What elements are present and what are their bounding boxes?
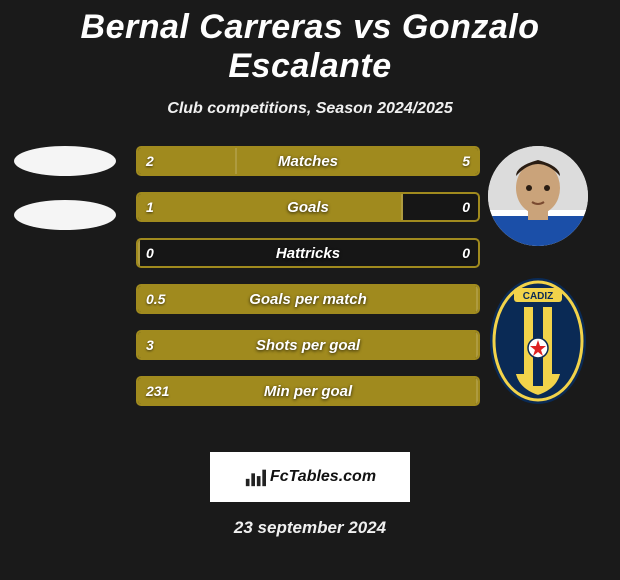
stat-value-right: 0 [454, 194, 478, 220]
left-player-column [10, 146, 120, 254]
stat-value-right: 0 [454, 240, 478, 266]
stat-label: Hattricks [138, 240, 478, 266]
stat-value-left: 1 [138, 194, 162, 220]
stat-value-right [462, 332, 478, 358]
stat-bar-left [138, 286, 478, 312]
chart-area: 25Matches10Goals00Hattricks0.5Goals per … [0, 146, 620, 436]
stat-row: 0 0Hattricks [136, 238, 480, 268]
stat-row: 10Goals [136, 192, 480, 222]
stat-value-left: 231 [138, 378, 177, 404]
date-label: 23 september 2024 [0, 518, 620, 538]
page-title: Bernal Carreras vs Gonzalo Escalante [0, 0, 620, 86]
bars-icon [244, 466, 266, 488]
brand-badge: FcTables.com [210, 452, 410, 502]
comparison-card: Bernal Carreras vs Gonzalo Escalante Clu… [0, 0, 620, 580]
subtitle: Club competitions, Season 2024/2025 [0, 100, 620, 118]
svg-text:CADIZ: CADIZ [523, 291, 554, 302]
player2-avatar [488, 146, 588, 246]
cadiz-crest-icon: CADIZ [488, 276, 588, 406]
stat-row: 231Min per goal [136, 376, 480, 406]
stat-bar-left [138, 332, 478, 358]
stat-bar-left [138, 378, 478, 404]
stat-value-right [462, 378, 478, 404]
player1-avatar-placeholder [14, 146, 116, 176]
stat-value-right [462, 286, 478, 312]
stat-value-left: 3 [138, 332, 162, 358]
diverging-bar-chart: 25Matches10Goals00Hattricks0.5Goals per … [136, 146, 480, 422]
stat-bar-right [237, 148, 478, 174]
stat-row: 25Matches [136, 146, 480, 176]
player1-club-placeholder [14, 200, 116, 230]
stat-row: 0.5Goals per match [136, 284, 480, 314]
stat-value-left: 0.5 [138, 286, 173, 312]
brand-text: FcTables.com [270, 468, 376, 486]
stat-value-left: 0 [138, 240, 162, 266]
stat-value-right: 5 [454, 148, 478, 174]
stat-value-left: 2 [138, 148, 162, 174]
player2-club-crest: CADIZ [488, 276, 588, 406]
stat-row: 3Shots per goal [136, 330, 480, 360]
right-player-column: CADIZ [488, 146, 598, 406]
stat-bar-left [138, 194, 403, 220]
player2-face-icon [488, 146, 588, 246]
